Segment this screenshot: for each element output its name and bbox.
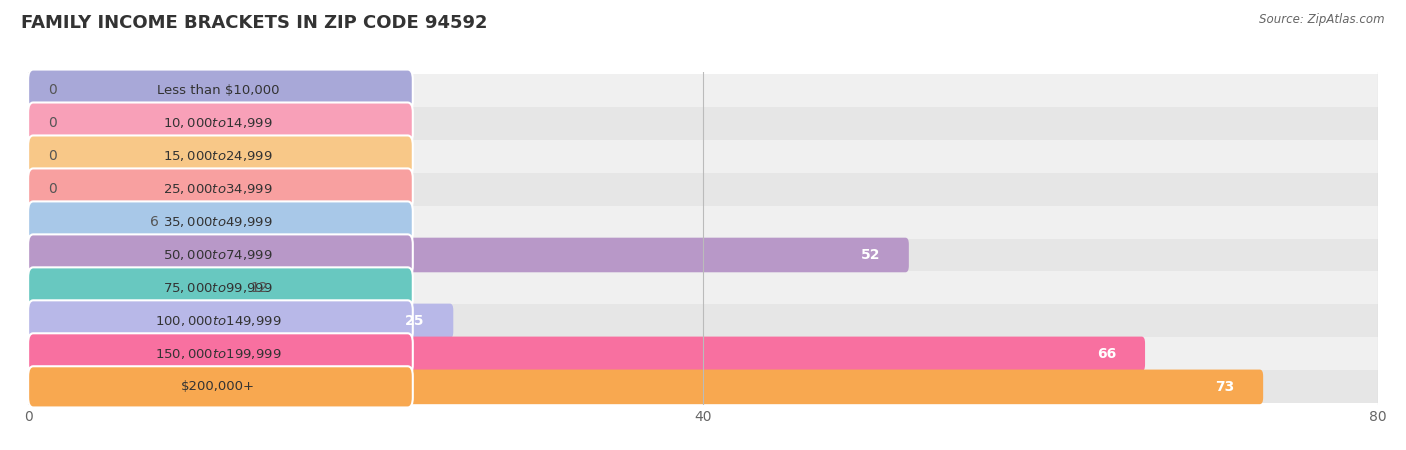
Text: $35,000 to $49,999: $35,000 to $49,999 [163,215,273,229]
FancyBboxPatch shape [25,304,453,338]
FancyBboxPatch shape [25,369,1263,404]
Bar [0,206,1406,238]
FancyBboxPatch shape [25,205,132,239]
FancyBboxPatch shape [28,103,413,144]
FancyBboxPatch shape [28,366,413,407]
Text: 0: 0 [48,116,58,130]
Text: Less than $10,000: Less than $10,000 [156,84,280,97]
Bar [0,370,1406,403]
Bar [0,305,1406,338]
FancyBboxPatch shape [25,238,908,272]
FancyBboxPatch shape [28,267,413,309]
Text: Source: ZipAtlas.com: Source: ZipAtlas.com [1260,14,1385,27]
FancyBboxPatch shape [25,337,1144,371]
Text: 73: 73 [1215,380,1234,394]
Text: $25,000 to $34,999: $25,000 to $34,999 [163,182,273,196]
Text: 6: 6 [149,215,159,229]
Bar [0,271,1406,305]
Text: $100,000 to $149,999: $100,000 to $149,999 [155,314,281,328]
FancyBboxPatch shape [28,70,413,111]
Text: FAMILY INCOME BRACKETS IN ZIP CODE 94592: FAMILY INCOME BRACKETS IN ZIP CODE 94592 [21,14,488,32]
Text: $10,000 to $14,999: $10,000 to $14,999 [163,116,273,130]
Text: 12: 12 [250,281,269,295]
Bar [0,74,1406,107]
Bar [0,107,1406,140]
Text: 0: 0 [48,149,58,163]
Text: 0: 0 [48,83,58,97]
FancyBboxPatch shape [28,135,413,177]
Text: $75,000 to $99,999: $75,000 to $99,999 [163,281,273,295]
Bar [0,238,1406,271]
Text: 0: 0 [48,182,58,196]
Text: $15,000 to $24,999: $15,000 to $24,999 [163,149,273,163]
FancyBboxPatch shape [28,234,413,275]
FancyBboxPatch shape [28,333,413,374]
Bar [0,338,1406,370]
Text: $50,000 to $74,999: $50,000 to $74,999 [163,248,273,262]
Bar [0,172,1406,206]
FancyBboxPatch shape [28,202,413,243]
Text: 52: 52 [860,248,880,262]
FancyBboxPatch shape [25,270,233,305]
Text: $200,000+: $200,000+ [181,380,254,393]
Bar [0,140,1406,172]
Text: $150,000 to $199,999: $150,000 to $199,999 [155,347,281,361]
FancyBboxPatch shape [28,168,413,210]
Text: 25: 25 [405,314,425,328]
FancyBboxPatch shape [28,300,413,342]
Text: 66: 66 [1097,347,1116,361]
